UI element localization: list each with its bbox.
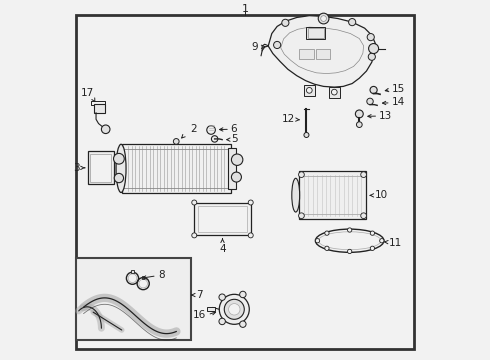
Circle shape <box>219 318 225 325</box>
Circle shape <box>248 200 253 205</box>
Bar <box>194 203 251 235</box>
Bar <box>131 270 134 273</box>
Text: 1: 1 <box>242 4 248 14</box>
Circle shape <box>380 239 384 243</box>
Circle shape <box>316 239 319 243</box>
Bar <box>94 104 105 113</box>
Text: 6: 6 <box>231 124 237 134</box>
Circle shape <box>304 132 309 138</box>
Circle shape <box>367 33 374 41</box>
Circle shape <box>347 228 352 232</box>
Text: 10: 10 <box>374 190 388 201</box>
Text: 12: 12 <box>282 114 295 124</box>
Text: 5: 5 <box>231 134 238 144</box>
Text: 15: 15 <box>392 84 405 94</box>
Text: 8: 8 <box>158 270 165 280</box>
Bar <box>298 171 367 219</box>
Circle shape <box>211 136 218 142</box>
Circle shape <box>219 294 225 300</box>
Bar <box>88 152 114 184</box>
Bar <box>207 307 215 311</box>
Text: 16: 16 <box>193 310 206 320</box>
Circle shape <box>114 174 123 183</box>
Circle shape <box>173 139 179 144</box>
Circle shape <box>347 249 352 253</box>
Circle shape <box>318 13 329 24</box>
Text: 3: 3 <box>74 163 80 173</box>
Circle shape <box>348 18 356 26</box>
Circle shape <box>370 86 377 94</box>
Circle shape <box>361 172 367 177</box>
Circle shape <box>325 246 329 251</box>
Bar <box>90 154 111 182</box>
Circle shape <box>220 294 249 324</box>
Circle shape <box>228 303 240 315</box>
Circle shape <box>356 122 362 127</box>
Circle shape <box>231 154 243 166</box>
Circle shape <box>367 98 373 105</box>
Circle shape <box>321 16 326 21</box>
Circle shape <box>368 44 379 54</box>
Bar <box>308 28 323 38</box>
Polygon shape <box>268 16 375 87</box>
Text: 9: 9 <box>251 42 258 52</box>
Circle shape <box>368 53 375 60</box>
Bar <box>198 206 247 232</box>
Circle shape <box>370 246 374 251</box>
Circle shape <box>282 19 289 26</box>
Text: 4: 4 <box>219 244 226 253</box>
Circle shape <box>248 233 253 238</box>
Bar <box>76 258 191 340</box>
Circle shape <box>114 153 124 164</box>
Bar <box>304 85 315 96</box>
Bar <box>329 87 340 98</box>
Circle shape <box>370 231 374 235</box>
Circle shape <box>298 172 304 177</box>
Text: 14: 14 <box>392 97 405 107</box>
Text: 7: 7 <box>196 290 202 300</box>
Circle shape <box>192 233 197 238</box>
Ellipse shape <box>116 144 126 193</box>
Circle shape <box>207 126 215 134</box>
Bar <box>142 276 144 279</box>
Circle shape <box>355 110 363 118</box>
Circle shape <box>331 89 337 95</box>
Circle shape <box>139 279 147 288</box>
Circle shape <box>361 213 367 219</box>
Circle shape <box>298 213 304 219</box>
Circle shape <box>240 291 246 298</box>
Circle shape <box>240 321 246 327</box>
Bar <box>306 27 325 39</box>
Circle shape <box>101 125 110 134</box>
Bar <box>228 148 236 189</box>
Circle shape <box>128 274 137 283</box>
Bar <box>317 49 330 59</box>
Ellipse shape <box>292 178 300 212</box>
Circle shape <box>273 41 281 49</box>
Circle shape <box>306 87 312 93</box>
Bar <box>299 49 314 59</box>
Text: 11: 11 <box>389 238 402 248</box>
Circle shape <box>325 231 329 235</box>
Circle shape <box>224 299 245 319</box>
Circle shape <box>231 172 242 182</box>
Text: 17: 17 <box>81 88 95 98</box>
Bar <box>122 144 231 193</box>
Text: 2: 2 <box>190 124 196 134</box>
Circle shape <box>192 200 197 205</box>
Text: 13: 13 <box>379 111 392 121</box>
